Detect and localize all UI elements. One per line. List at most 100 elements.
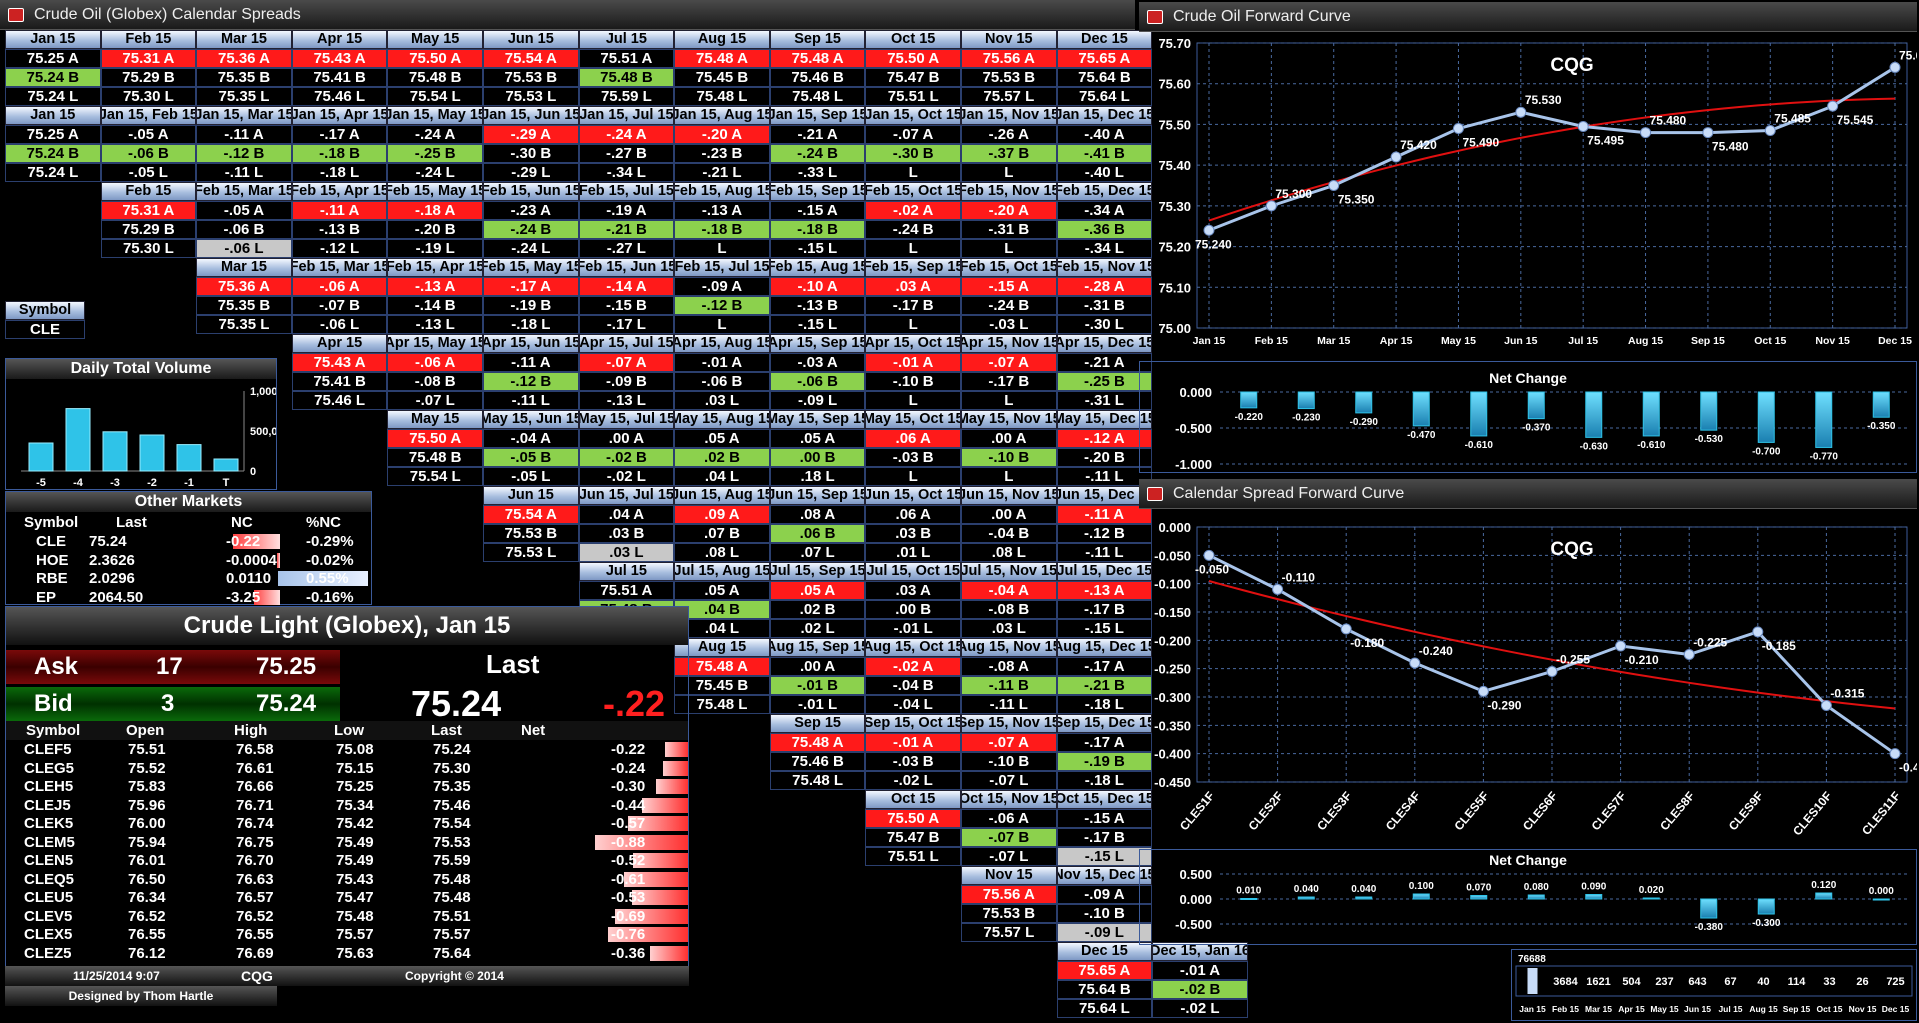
spread-cell[interactable]: .00 B: [769, 448, 866, 467]
spread-cell[interactable]: -.10 B: [1056, 904, 1153, 923]
spread-cell[interactable]: -.08 B: [387, 372, 483, 391]
spread-cell[interactable]: 75.51 A: [578, 581, 675, 600]
quote-cell[interactable]: 75.65 A: [1056, 49, 1153, 68]
spread-cell[interactable]: -.27 B: [578, 144, 675, 163]
spread-cell[interactable]: -.05 B: [483, 448, 579, 467]
spread-cell[interactable]: -.13 B: [769, 296, 866, 315]
data-point[interactable]: [1203, 224, 1215, 236]
data-point[interactable]: [1272, 583, 1284, 595]
spread-cell[interactable]: -.15 L: [1056, 847, 1153, 866]
spread-cell[interactable]: -.06 B: [196, 220, 292, 239]
spread-cell[interactable]: -.06 A: [291, 277, 388, 296]
symbol-value[interactable]: CLE: [5, 320, 85, 339]
spread-cell[interactable]: -.15 L: [769, 315, 866, 334]
spread-cell[interactable]: 75.50 A: [865, 809, 961, 828]
spread-cell[interactable]: 75.54 A: [483, 505, 579, 524]
spread-cell[interactable]: 75.47 B: [865, 828, 961, 847]
spread-cell[interactable]: -.11 B: [961, 676, 1057, 695]
spread-cell[interactable]: 75.43 A: [291, 353, 388, 372]
data-point[interactable]: [1640, 127, 1652, 139]
spread-cell[interactable]: -.07 A: [865, 125, 961, 144]
spread-cell[interactable]: -.09 A: [1056, 885, 1153, 904]
spread-cell[interactable]: .06 B: [769, 524, 866, 543]
spread-cell[interactable]: -.31 B: [1056, 296, 1153, 315]
spread-cell[interactable]: -.20 B: [1056, 448, 1153, 467]
spread-cell[interactable]: -.12 B: [483, 372, 579, 391]
spread-cell[interactable]: 75.48 L: [674, 695, 770, 714]
spread-cell[interactable]: -.09 L: [769, 391, 866, 410]
spread-cell[interactable]: -.07 A: [961, 353, 1057, 372]
spread-cell[interactable]: -.11 L: [196, 163, 292, 182]
spread-cell[interactable]: -.15 A: [769, 201, 866, 220]
spread-cell[interactable]: -.20 B: [387, 220, 483, 239]
spread-cell[interactable]: -.24 L: [387, 163, 483, 182]
spread-cell[interactable]: L: [865, 391, 961, 410]
contract-row[interactable]: CLEM5 75.94 76.75 75.49 75.53 -0.88: [6, 833, 688, 852]
spread-cell[interactable]: -.03 B: [865, 752, 961, 771]
spread-cell[interactable]: -.21 B: [1056, 676, 1153, 695]
spread-cell[interactable]: -.19 B: [483, 296, 579, 315]
spread-cell[interactable]: -.18 L: [483, 315, 579, 334]
spread-cell[interactable]: -.24 B: [769, 144, 866, 163]
spread-cell[interactable]: -.06 B: [674, 372, 770, 391]
spread-cell[interactable]: -.31 B: [961, 220, 1057, 239]
spread-cell[interactable]: -.11 A: [483, 353, 579, 372]
data-point[interactable]: [1515, 106, 1527, 118]
spread-cell[interactable]: .02 B: [769, 600, 866, 619]
spread-cell[interactable]: 75.41 B: [291, 372, 388, 391]
spread-cell[interactable]: -.19 L: [387, 239, 483, 258]
spread-cell[interactable]: -.07 L: [961, 847, 1057, 866]
spread-cell[interactable]: -.40 A: [1056, 125, 1153, 144]
spread-cell[interactable]: 75.24 B: [5, 144, 101, 163]
spread-cell[interactable]: -.02 L: [1152, 999, 1248, 1018]
spread-cell[interactable]: -.08 B: [961, 600, 1057, 619]
spread-cell[interactable]: 75.35 L: [196, 315, 292, 334]
spread-cell[interactable]: .05 A: [769, 581, 866, 600]
spread-cell[interactable]: -.34 L: [578, 163, 675, 182]
spread-cell[interactable]: -.11 A: [1056, 505, 1153, 524]
spread-cell[interactable]: -.07 L: [387, 391, 483, 410]
spread-cell[interactable]: -.11 L: [961, 695, 1057, 714]
spread-cell[interactable]: -.07 B: [961, 828, 1057, 847]
spread-cell[interactable]: 75.53 B: [961, 904, 1057, 923]
spread-cell[interactable]: -.04 L: [865, 695, 961, 714]
spread-cell[interactable]: -.19 A: [578, 201, 675, 220]
spread-cell[interactable]: -.13 A: [1056, 581, 1153, 600]
quote-cell[interactable]: 75.53 L: [483, 87, 579, 106]
spread-cell[interactable]: -.02 A: [865, 657, 961, 676]
spread-cell[interactable]: -.07 A: [578, 353, 675, 372]
spread-cell[interactable]: -.04 A: [483, 429, 579, 448]
spread-cell[interactable]: -.01 A: [674, 353, 770, 372]
spread-cell[interactable]: .03 A: [865, 277, 961, 296]
spread-cell[interactable]: -.13 L: [387, 315, 483, 334]
spread-cell[interactable]: .02 B: [674, 448, 770, 467]
other-markets-row[interactable]: RBE 2.0296 0.0110 0.55%: [6, 569, 371, 588]
quote-cell[interactable]: 75.48 B: [387, 68, 483, 87]
spread-cell[interactable]: -.10 B: [961, 448, 1057, 467]
spread-cell[interactable]: 75.53 L: [483, 543, 579, 562]
spread-cell[interactable]: -.30 B: [483, 144, 579, 163]
spread-cell[interactable]: -.17 A: [291, 125, 388, 144]
spread-cell[interactable]: -.20 A: [961, 201, 1057, 220]
quote-cell[interactable]: 75.31 A: [100, 49, 197, 68]
spread-cell[interactable]: -.23 A: [483, 201, 579, 220]
spread-cell[interactable]: -.18 L: [291, 163, 388, 182]
spread-cell[interactable]: 75.46 B: [769, 752, 866, 771]
contract-row[interactable]: CLEJ5 75.96 76.71 75.34 75.46 -0.44: [6, 796, 688, 815]
spread-cell[interactable]: .03 L: [674, 391, 770, 410]
data-point[interactable]: [1390, 151, 1402, 163]
spread-cell[interactable]: -.06 L: [291, 315, 388, 334]
data-point[interactable]: [1452, 123, 1464, 134]
spread-cell[interactable]: -.17 B: [961, 372, 1057, 391]
spread-cell[interactable]: -.06 L: [196, 239, 292, 258]
quote-cell[interactable]: 75.48 A: [674, 49, 770, 68]
data-point[interactable]: [1752, 626, 1764, 638]
spread-cell[interactable]: -.18 A: [387, 201, 483, 220]
spread-cell[interactable]: -.29 A: [483, 125, 579, 144]
quote-cell[interactable]: 75.45 B: [674, 68, 770, 87]
spread-cell[interactable]: .08 A: [769, 505, 866, 524]
spread-cell[interactable]: -.18 B: [769, 220, 866, 239]
data-point[interactable]: [1820, 700, 1832, 711]
spread-cell[interactable]: L: [961, 391, 1057, 410]
spread-cell[interactable]: -.05 L: [100, 163, 197, 182]
